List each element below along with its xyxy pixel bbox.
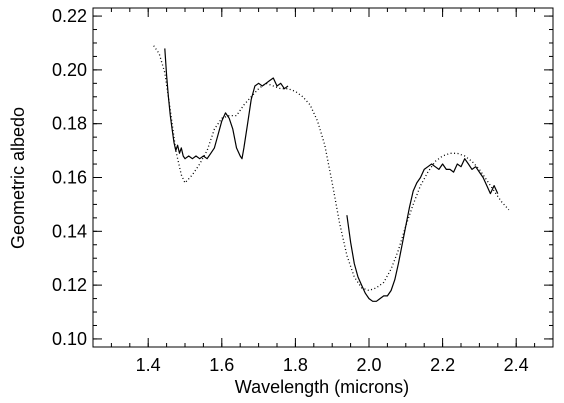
y-axis-label: Geometric albedo [8,107,28,249]
y-tick-label: 0.10 [52,329,87,349]
x-tick-label: 2.2 [430,355,455,375]
x-tick-label: 1.6 [209,355,234,375]
y-axis-ticks: 0.10 0.12 0.14 0.16 0.18 0.20 0.22 [52,6,553,349]
series-layer [153,45,510,302]
solid-series-line-2 [346,158,499,302]
solid-series-line-1 [164,48,289,160]
x-tick-label: 2.0 [356,355,381,375]
y-tick-label: 0.20 [52,60,87,80]
y-tick-label: 0.14 [52,221,87,241]
x-tick-label: 1.4 [136,355,161,375]
y-tick-label: 0.22 [52,6,87,26]
dotted-series-line-0 [153,45,510,292]
x-axis-ticks: 1.4 1.6 1.8 2.0 2.2 2.4 [110,8,554,375]
plot-area-frame [92,7,554,348]
x-axis-label: Wavelength (microns) [235,377,409,397]
x-tick-label: 2.4 [504,355,529,375]
y-tick-label: 0.18 [52,114,87,134]
y-tick-label: 0.12 [52,275,87,295]
y-tick-label: 0.16 [52,168,87,188]
x-tick-label: 1.8 [283,355,308,375]
